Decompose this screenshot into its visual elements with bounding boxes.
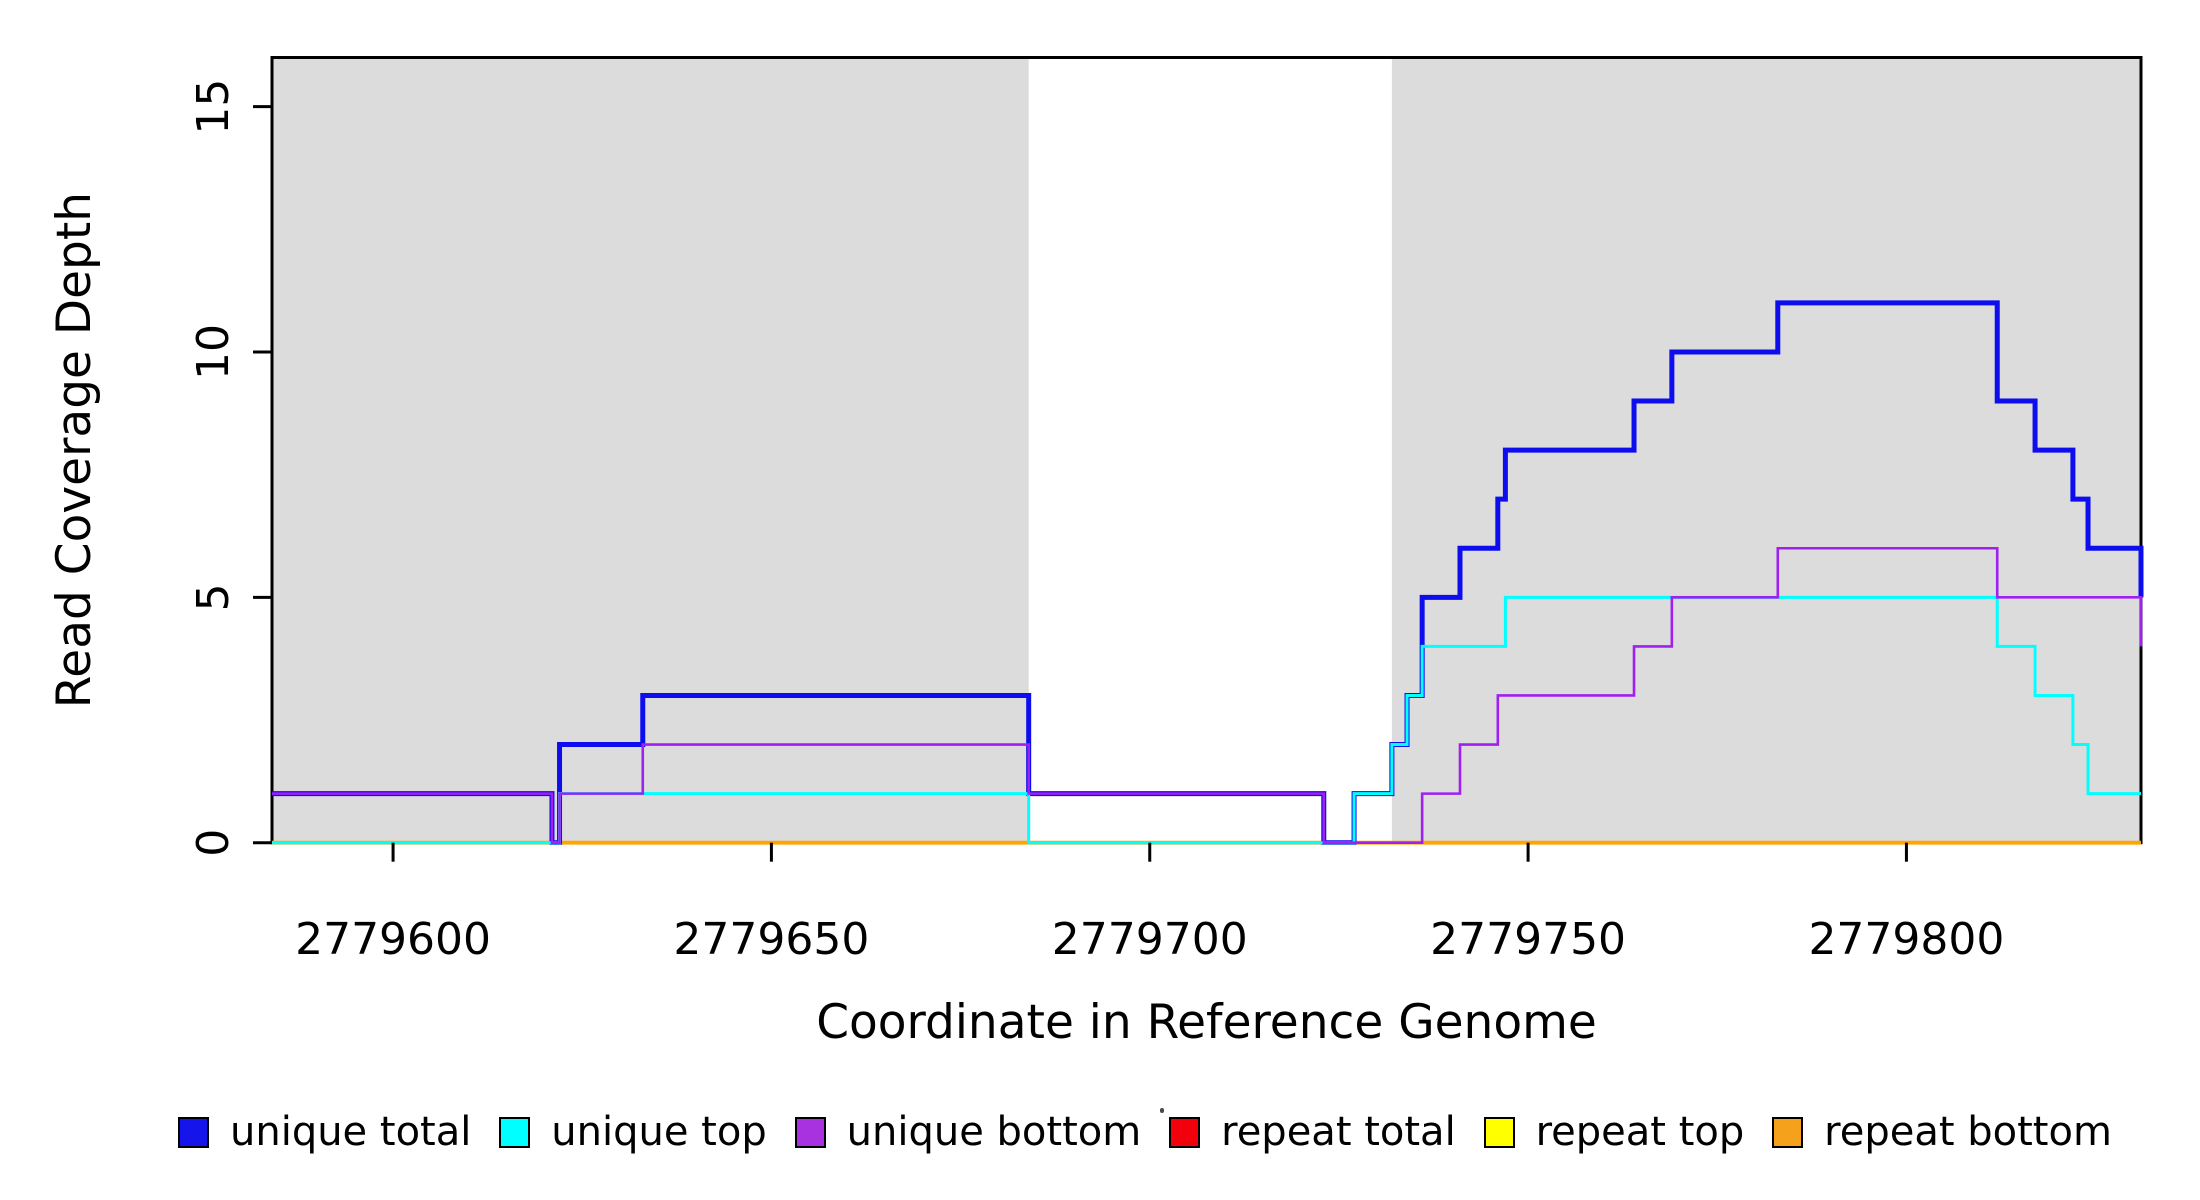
legend-item-repeat-bottom: repeat bottom (1772, 1112, 2112, 1152)
legend-label: repeat top (1535, 1109, 1745, 1155)
x-tick-label: 2779750 (1430, 914, 1626, 965)
series-line-unique-bottom (272, 546, 2143, 844)
legend-label: repeat total (1221, 1109, 1456, 1155)
unique-total-swatch-icon (178, 1116, 209, 1148)
repeat-bottom-swatch-icon (1772, 1116, 1804, 1148)
legend-label: unique top (551, 1109, 767, 1155)
legend-item-unique-total: unique total (178, 1112, 471, 1152)
y-tick-label: 15 (188, 79, 239, 135)
unique-top-swatch-icon (499, 1116, 531, 1148)
x-axis-title: Coordinate in Reference Genome (816, 995, 1597, 1050)
repeat-top-swatch-icon (1483, 1116, 1515, 1148)
x-tick-label: 2779600 (295, 914, 491, 965)
legend: unique total unique top unique bottom re… (178, 1098, 2112, 1166)
legend-label: repeat bottom (1824, 1109, 2112, 1155)
legend-item-repeat-total: repeat total (1169, 1112, 1456, 1152)
series-line-unique-top (272, 595, 2141, 845)
y-tick-label: 0 (188, 829, 239, 857)
legend-item-unique-top: unique top (499, 1109, 767, 1155)
legend-label: unique total (230, 1109, 472, 1155)
series-group (272, 300, 2144, 845)
repeat-total-swatch-icon (1169, 1116, 1201, 1148)
x-tick-label: 2779700 (1052, 914, 1248, 965)
legend-item-unique-bottom: unique bottom (794, 1109, 1142, 1155)
unique-bottom-swatch-icon (794, 1116, 826, 1148)
legend-item-repeat-top: repeat top (1483, 1109, 1745, 1155)
x-tick-label: 2779800 (1808, 914, 2004, 965)
stray-point-marker (1160, 1108, 1164, 1113)
legend-label: unique bottom (846, 1109, 1142, 1155)
y-axis-title: Read Coverage Depth (47, 192, 102, 708)
left-gray-region (272, 57, 1029, 843)
series-line-unique-total (272, 300, 2144, 845)
y-tick-label: 5 (188, 583, 239, 611)
x-tick-label: 2779650 (673, 914, 869, 965)
y-tick-label: 10 (188, 324, 239, 380)
